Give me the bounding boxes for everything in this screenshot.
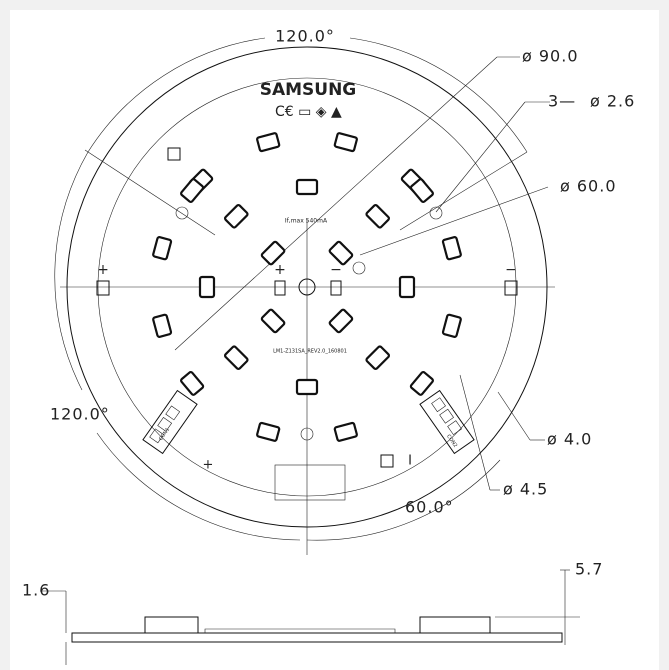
led	[200, 277, 214, 297]
polarity: +	[203, 458, 214, 473]
drawing: SAMSUNG C€ ▭ ◈ ▲ If,max 540mA LM1-Z131SA…	[0, 0, 669, 670]
dim-label: ø 60.0	[560, 177, 617, 196]
dim-label: 5.7	[575, 560, 603, 579]
dim-label: ø 4.0	[547, 430, 592, 449]
cert-marks: C€ ▭ ◈ ▲	[275, 104, 342, 120]
polarity: −	[505, 262, 517, 278]
dim-label: ø 4.5	[503, 480, 548, 499]
dim-label: 120.0°	[275, 27, 335, 46]
dim-label: ø 90.0	[522, 47, 579, 66]
dim-label: 3—	[548, 92, 576, 111]
brand: SAMSUNG	[260, 80, 357, 100]
polarity: −	[330, 262, 342, 278]
polarity: +	[97, 262, 109, 278]
led	[400, 277, 414, 297]
polarity: +	[274, 262, 286, 278]
led	[297, 380, 317, 394]
dim-label: 120.0°	[50, 405, 110, 424]
marker: I	[408, 454, 412, 469]
led	[297, 180, 317, 194]
dim-label: 1.6	[22, 581, 50, 600]
dim-label: 60.0°	[405, 498, 454, 517]
part-number: LM1-Z131SA_REV2.0_160801	[273, 349, 347, 355]
dim-label: ø 2.6	[590, 92, 635, 111]
current: If,max 540mA	[285, 218, 328, 225]
